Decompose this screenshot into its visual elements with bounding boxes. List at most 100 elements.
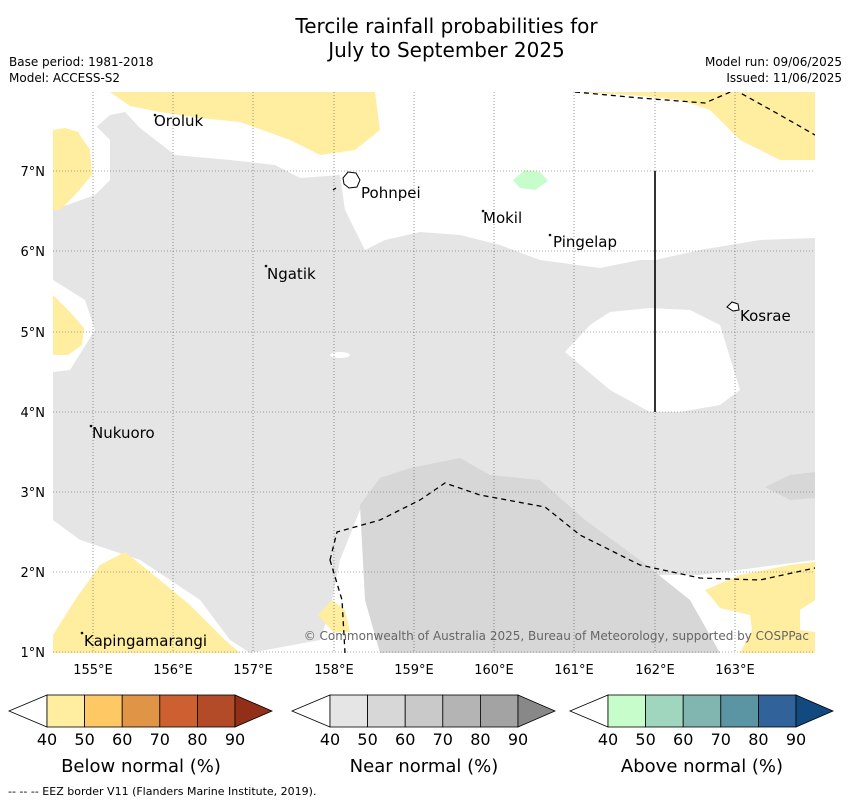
- below-normal-southeast: [705, 562, 815, 653]
- base-period: Base period: 1981-2018: [9, 55, 154, 69]
- cbar-seg: [46, 694, 85, 728]
- lat-tick: 7°N: [21, 165, 46, 180]
- cbar-seg: [645, 694, 684, 728]
- cbar-seg: [159, 694, 198, 728]
- copyright-notice: © Commonwealth of Australia 2025, Bureau…: [304, 629, 809, 643]
- gridlines: [53, 92, 815, 653]
- label-mokil: Mokil: [483, 209, 522, 227]
- label-ngatik: Ngatik: [267, 265, 316, 283]
- cbar-tick: 40: [37, 730, 57, 749]
- cbar-tick: 40: [320, 730, 340, 749]
- lon-tick: 162°E: [635, 663, 675, 678]
- lon-tick: 157°E: [233, 663, 273, 678]
- cbar-tick: 90: [786, 730, 806, 749]
- title-line-2: July to September 2025: [328, 38, 565, 62]
- cbar-seg: [442, 694, 481, 728]
- meta-left: Base period: 1981-2018 Model: ACCESS-S2: [9, 54, 154, 86]
- below-normal-north: [110, 92, 380, 155]
- cbar-seg-max: [517, 694, 557, 728]
- cbar-title-near-normal: Near normal (%): [350, 756, 499, 777]
- below-normal-west: [53, 295, 84, 355]
- cbar-seg: [479, 694, 519, 728]
- below-normal-northeast: [575, 92, 815, 160]
- cbar-tick: 80: [470, 730, 490, 749]
- lat-tick: 2°N: [21, 566, 46, 581]
- cbar-seg-min: [568, 694, 609, 728]
- near-normal-darker-east: [765, 472, 815, 500]
- lon-tick: 156°E: [153, 663, 193, 678]
- label-kosrae: Kosrae: [740, 307, 791, 325]
- cbar-tick: 70: [150, 730, 170, 749]
- issued-date: Issued: 11/06/2025: [726, 71, 842, 85]
- label-oroluk: Oroluk: [154, 112, 203, 130]
- map-title: Tercile rainfall probabilities for July …: [0, 14, 850, 62]
- near-normal-region: [53, 112, 815, 653]
- cbar-seg: [607, 694, 646, 728]
- cbar-tick: 80: [187, 730, 207, 749]
- cbar-seg-min: [290, 694, 331, 728]
- lat-tick: 4°N: [21, 406, 46, 421]
- cbar-title-above-normal: Above normal (%): [621, 756, 783, 777]
- model-name: Model: ACCESS-S2: [9, 71, 121, 85]
- cbar-seg: [682, 694, 722, 728]
- cbar-tick: 70: [711, 730, 731, 749]
- label-nukuoro: Nukuoro: [92, 424, 155, 442]
- label-pohnpei: Pohnpei: [361, 184, 421, 202]
- cbar-tick: 60: [112, 730, 132, 749]
- label-kapingamarangi: Kapingamarangi: [84, 632, 207, 650]
- cbar-tick: 60: [673, 730, 693, 749]
- cbar-title-below-normal: Below normal (%): [61, 756, 221, 777]
- islands: [80, 113, 740, 635]
- cbar-seg-max: [234, 694, 274, 728]
- lat-tick: 1°N: [21, 646, 46, 661]
- cbar-tick: 50: [74, 730, 94, 749]
- cbar-seg: [84, 694, 123, 728]
- lon-tick: 160°E: [474, 663, 514, 678]
- eez-footnote: -- -- -- EEZ border V11 (Flanders Marine…: [8, 785, 317, 798]
- meta-right: Model run: 09/06/2025 Issued: 11/06/2025: [705, 54, 842, 86]
- cbar-seg: [404, 694, 444, 728]
- colorbar-near-normal: 40 50 60 70 80 90 Near normal (%): [290, 694, 557, 777]
- lon-tick: 158°E: [314, 663, 354, 678]
- colorbar-above-normal: 40 50 60 70 80 90 Above normal (%): [568, 694, 835, 777]
- lon-tick: 163°E: [715, 663, 755, 678]
- place-labels: Oroluk Pohnpei Mokil Pingelap Ngatik Kos…: [84, 112, 791, 650]
- longitude-labels: 155°E 156°E 157°E 158°E 159°E 160°E 161°…: [73, 663, 755, 678]
- near-normal-darker-south: [360, 458, 720, 653]
- lon-tick: 161°E: [554, 663, 594, 678]
- cbar-seg: [720, 694, 759, 728]
- lon-tick: 159°E: [394, 663, 434, 678]
- cbar-tick: 40: [598, 730, 618, 749]
- probability-map: [53, 92, 815, 653]
- pohnpei-island-shape: [342, 171, 361, 189]
- cbar-tick: 80: [748, 730, 768, 749]
- eez-borders: [329, 92, 815, 653]
- below-normal-southwest: [53, 552, 240, 653]
- cbar-seg: [329, 694, 368, 728]
- label-pingelap: Pingelap: [553, 233, 617, 251]
- white-pocket-east: [565, 308, 740, 412]
- lat-tick: 3°N: [21, 486, 46, 501]
- below-normal-northwest: [53, 128, 92, 210]
- cbar-seg: [196, 694, 236, 728]
- cbar-seg: [121, 694, 161, 728]
- white-patch-small: [330, 352, 350, 358]
- cbar-seg-min: [7, 694, 48, 728]
- cbar-seg-max: [795, 694, 835, 728]
- lat-tick: 6°N: [21, 245, 46, 260]
- latitude-labels: 7°N 6°N 5°N 4°N 3°N 2°N 1°N: [21, 165, 46, 661]
- cbar-tick: 50: [635, 730, 655, 749]
- cbar-tick: 50: [357, 730, 377, 749]
- cbar-tick: 90: [508, 730, 528, 749]
- title-line-1: Tercile rainfall probabilities for: [295, 14, 598, 38]
- cbar-tick: 60: [395, 730, 415, 749]
- cbar-seg: [758, 694, 797, 728]
- above-normal-patch: [513, 170, 548, 190]
- cbar-tick: 70: [433, 730, 453, 749]
- model-run: Model run: 09/06/2025: [704, 55, 842, 69]
- cbar-seg: [367, 694, 406, 728]
- cbar-tick: 90: [225, 730, 245, 749]
- kosrae-island-shape: [726, 301, 740, 312]
- lat-tick: 5°N: [21, 326, 46, 341]
